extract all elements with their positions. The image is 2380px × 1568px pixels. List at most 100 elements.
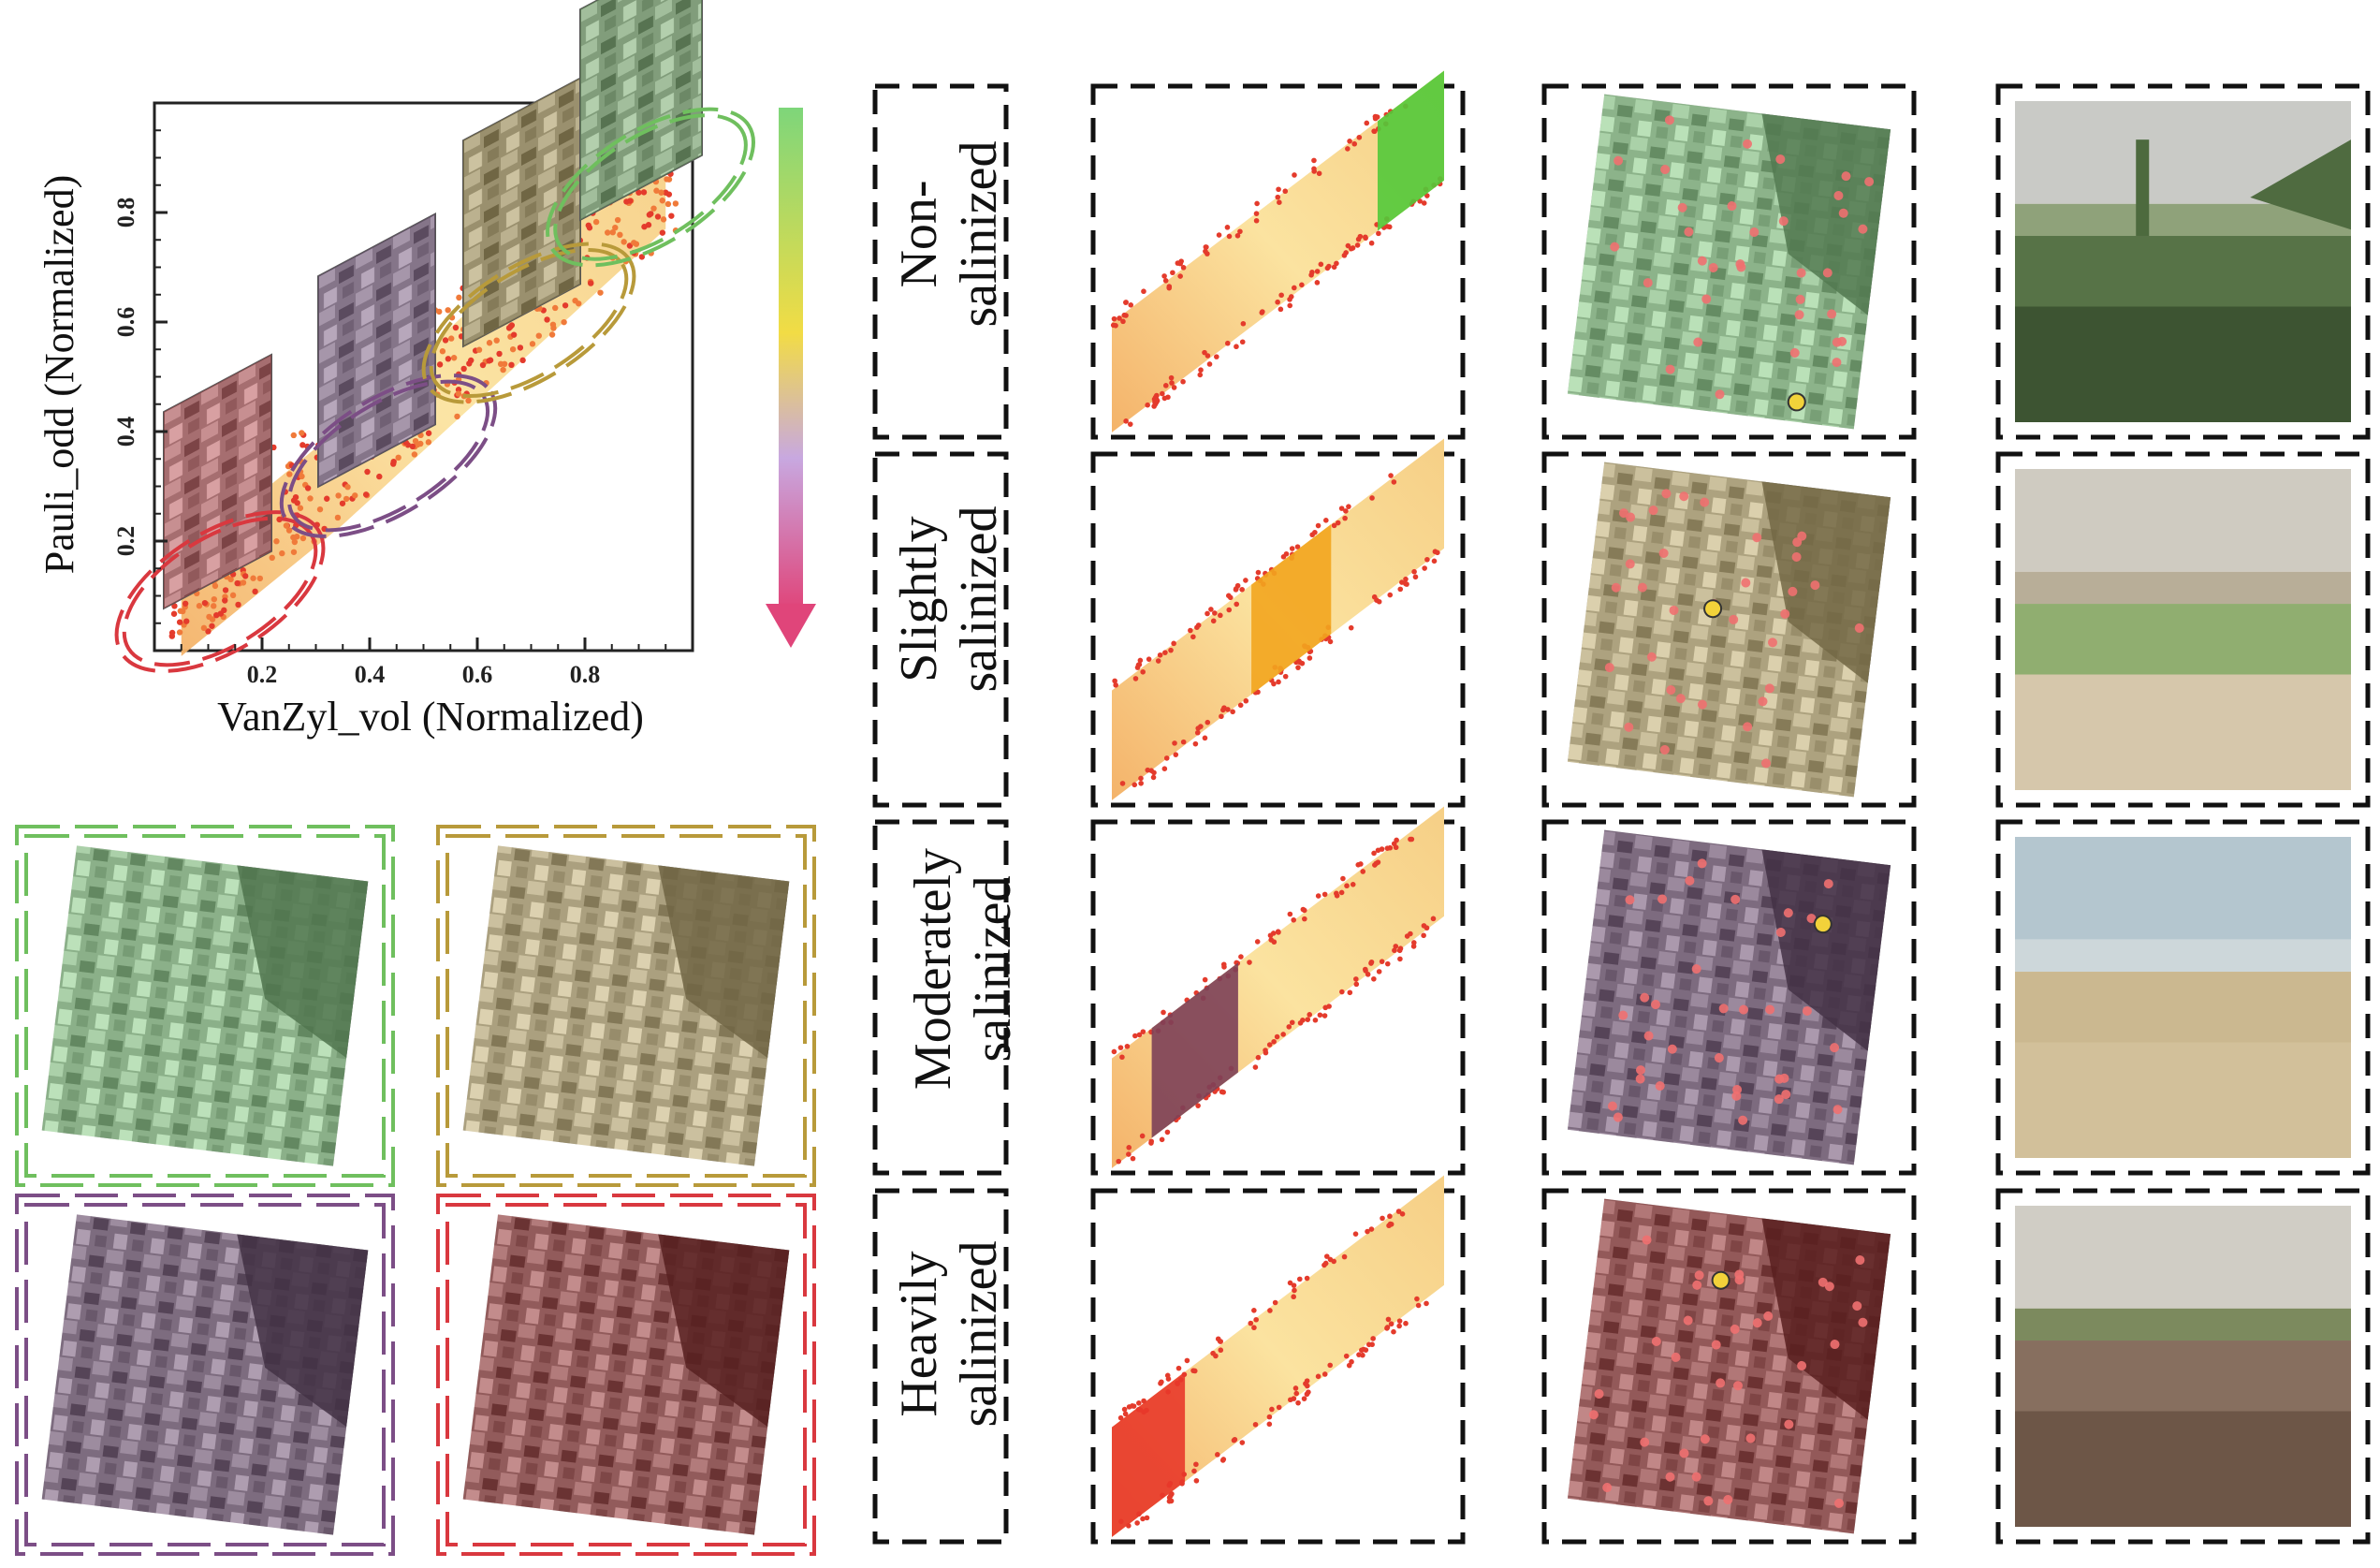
class-scatter-point xyxy=(1307,655,1313,661)
sample-point xyxy=(1658,548,1669,558)
class-scatter-point xyxy=(1128,301,1134,308)
class-scatter-point xyxy=(1270,931,1277,936)
class-scatter-point xyxy=(1131,1403,1137,1409)
class-scatter-point xyxy=(1184,1357,1190,1364)
scatter-point xyxy=(479,361,487,369)
class-scatter-point xyxy=(1134,1520,1140,1526)
sample-point xyxy=(1760,758,1771,769)
class-scatter-point xyxy=(1403,1320,1409,1326)
scatter-point xyxy=(211,595,217,603)
class-scatter-point xyxy=(1150,774,1157,781)
scatter-point xyxy=(335,492,342,499)
cluster-ellipses xyxy=(114,107,755,673)
scatter-point xyxy=(450,355,458,361)
class-scatter-slight xyxy=(1112,438,1444,800)
grid-frame-slight-photo xyxy=(1995,451,2371,808)
scatter-point xyxy=(519,357,526,364)
photo-sky xyxy=(2015,1206,2351,1309)
scatter-point xyxy=(229,592,237,599)
scatter-point xyxy=(631,240,637,246)
class-scatter-point xyxy=(1312,529,1318,535)
scatter-point xyxy=(510,331,518,338)
scatter-point xyxy=(640,189,648,196)
class-scatter-point xyxy=(1278,306,1284,313)
class-scatter-point xyxy=(1360,1352,1365,1358)
class-scatter-point xyxy=(1424,925,1430,931)
sample-point xyxy=(1594,1389,1604,1399)
class-scatter-point xyxy=(1363,235,1368,242)
class-scatter-point xyxy=(1358,861,1364,867)
class-scatter-point xyxy=(1116,1158,1122,1165)
sample-point xyxy=(1675,694,1686,704)
sample-point xyxy=(1697,256,1707,266)
photo-horizon xyxy=(2015,1308,2351,1341)
sample-point xyxy=(1774,1074,1785,1084)
class-scatter-point xyxy=(1123,300,1129,305)
sample-point xyxy=(1610,242,1620,252)
class-scatter-point xyxy=(1399,1210,1406,1217)
class-scatter-point xyxy=(1352,1231,1359,1237)
sample-point xyxy=(1734,1269,1745,1280)
class-scatter-point xyxy=(1210,618,1217,624)
class-scatter-point xyxy=(1233,587,1239,593)
class-scatter-point xyxy=(1275,194,1281,200)
sample-point xyxy=(1679,1448,1689,1458)
class-scatter-point xyxy=(1286,1024,1292,1030)
sample-point xyxy=(1764,683,1774,694)
scatter-point xyxy=(222,587,229,593)
class-scatter-point xyxy=(1356,134,1363,140)
class-scatter-point xyxy=(1136,1400,1142,1406)
class-scatter-point xyxy=(1280,1032,1286,1037)
sample-point xyxy=(1697,699,1707,710)
map-panel-border-heavy xyxy=(436,1194,816,1556)
class-scatter-point xyxy=(1154,392,1160,399)
scatter-point xyxy=(508,361,515,369)
field-photo-non xyxy=(2015,101,2351,422)
photo-treeline xyxy=(2250,139,2351,230)
class-scatter-point xyxy=(1120,318,1126,325)
photo-midground xyxy=(2015,1341,2351,1412)
class-scatter-point xyxy=(1371,850,1377,857)
class-scatter-point xyxy=(1391,1328,1396,1335)
map-panel-heavy xyxy=(462,1214,790,1535)
class-scatter-point xyxy=(1396,1323,1402,1329)
sample-point xyxy=(1864,177,1875,187)
grid-frame-moderate-map xyxy=(1541,819,1917,1176)
scatter-point xyxy=(307,495,314,502)
sample-point xyxy=(1604,663,1614,673)
class-scatter-point xyxy=(1266,1042,1273,1048)
scatter-point xyxy=(269,554,275,562)
class-map-slight xyxy=(1567,462,1891,798)
tilted-map-3 xyxy=(579,0,703,222)
class-scatter-point xyxy=(1424,556,1430,563)
class-scatter-point xyxy=(1148,1138,1155,1145)
class-map-heavy xyxy=(1567,1198,1891,1534)
class-scatter-point xyxy=(1213,1353,1219,1359)
map-panel-moderate xyxy=(41,1214,369,1535)
scatter-point xyxy=(168,629,176,637)
class-scatter-point xyxy=(1435,550,1440,556)
scatter-point xyxy=(409,443,416,450)
scatter-point xyxy=(376,473,383,480)
class-scatter-point xyxy=(1388,473,1394,478)
scatter-point xyxy=(171,603,178,609)
scatter-point xyxy=(299,535,307,542)
sample-point xyxy=(1636,1065,1646,1076)
scatter-point xyxy=(299,430,305,436)
sample-point xyxy=(1727,201,1737,212)
class-scatter-point xyxy=(1322,1260,1329,1267)
class-scatter-point xyxy=(1371,128,1378,135)
sample-point xyxy=(1635,1074,1645,1084)
scatter-x-axis-label: VanZyl_vol (Normalized) xyxy=(217,694,644,740)
grid-frame-non-photo xyxy=(1995,83,2371,440)
grid-frame-non-scatter xyxy=(1090,83,1466,440)
class-scatter-point xyxy=(1316,170,1322,177)
class-scatter-point xyxy=(1326,263,1332,270)
class-scatter-point xyxy=(1365,1228,1370,1235)
sample-point xyxy=(1671,1352,1681,1362)
class-scatter-point xyxy=(1271,1038,1277,1045)
class-scatter-point xyxy=(1408,931,1413,937)
class-scatter-point xyxy=(1255,1054,1262,1061)
class-scatter-point xyxy=(1360,869,1366,874)
scatter-point xyxy=(658,189,664,196)
